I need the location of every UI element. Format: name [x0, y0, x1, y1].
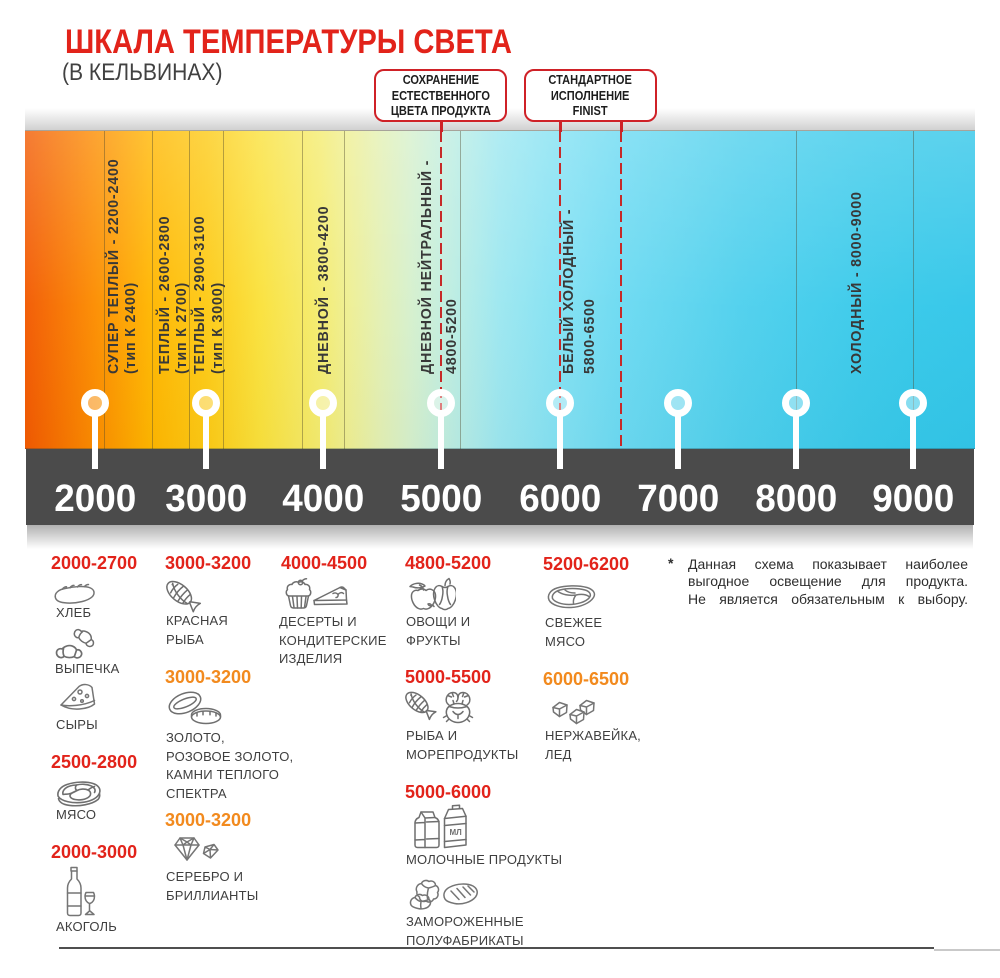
- svg-text:МЛ: МЛ: [450, 828, 463, 837]
